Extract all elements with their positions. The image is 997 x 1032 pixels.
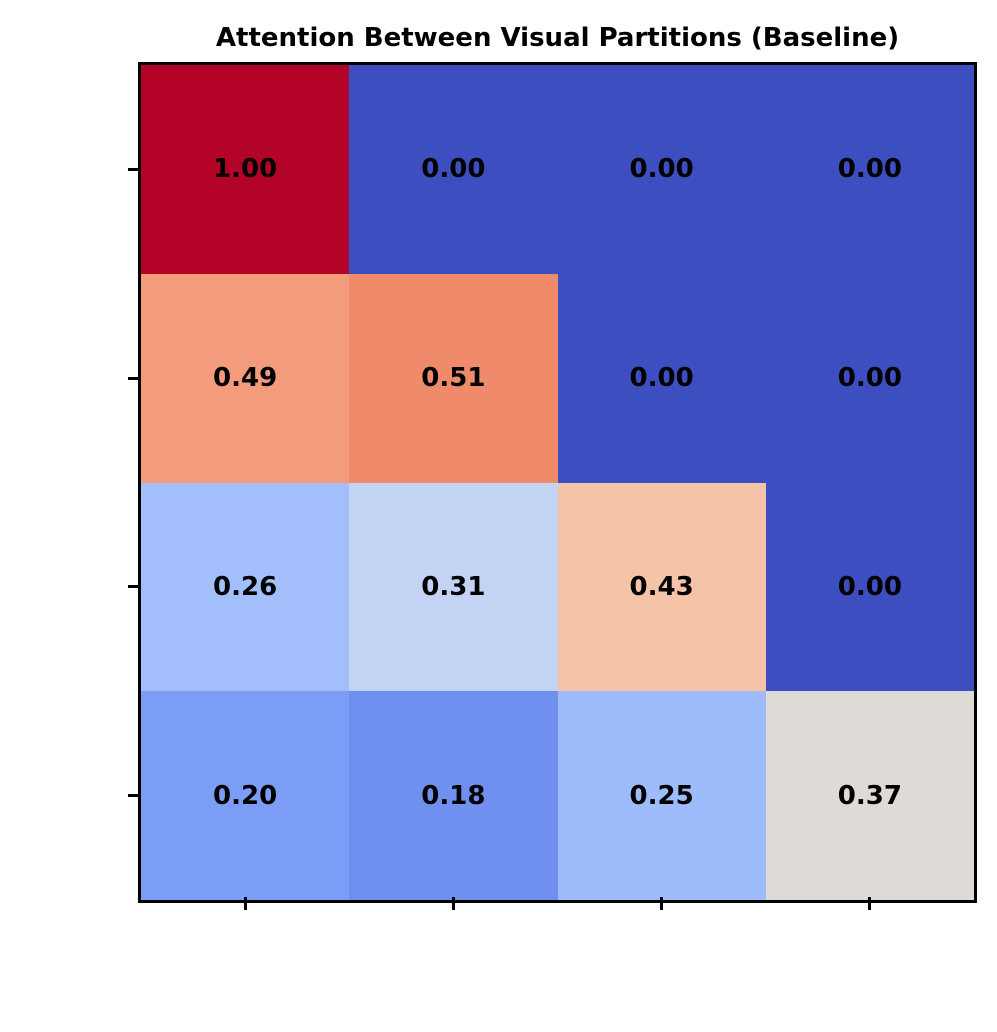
y-axis-tick: [128, 376, 141, 380]
heatmap-cell-r3c0: 0.20: [141, 691, 350, 900]
x-axis-tick: [868, 897, 872, 910]
cell-value-label: 0.00: [629, 154, 694, 185]
cell-value-label: 0.43: [629, 571, 694, 602]
heatmap-cells: 1.00 0.00 0.00 0.00 0.49 0.51 0.00 0.00 0.26 0.31…: [141, 65, 974, 900]
heatmap-cell-r3c1: 0.18: [349, 691, 558, 900]
heatmap-cell-r1c1: 0.51: [349, 273, 558, 483]
cell-value-label: 0.00: [421, 154, 486, 185]
cell-value-label: 0.31: [421, 571, 486, 602]
heatmap-plot-area: 1.00 0.00 0.00 0.00 0.49 0.51 0.00 0.00 0.26 0.31…: [128, 62, 977, 910]
cell-value-label: 0.00: [629, 363, 694, 394]
y-axis-tick: [128, 167, 141, 171]
x-axis-tick: [451, 897, 455, 910]
heatmap-cell-r0c0: 1.00: [141, 65, 350, 274]
cell-value-label: 0.18: [421, 780, 486, 811]
heatmap-cell-r0c3: 0.00: [765, 65, 974, 274]
y-axis-tick: [128, 794, 141, 798]
x-axis-tick: [660, 897, 664, 910]
cell-value-label: 0.00: [837, 571, 902, 602]
heatmap-cell-r2c3: 0.00: [765, 482, 974, 692]
cell-value-label: 0.37: [837, 780, 902, 811]
heatmap-cell-r2c0: 0.26: [141, 482, 350, 692]
cell-value-label: 0.49: [213, 363, 278, 394]
y-axis-tick: [128, 585, 141, 589]
x-axis-tick: [243, 897, 247, 910]
heatmap-cell-r1c2: 0.00: [557, 273, 766, 483]
cell-value-label: 0.51: [421, 363, 486, 394]
heatmap-cell-r0c1: 0.00: [349, 65, 558, 274]
cell-value-label: 0.00: [837, 154, 902, 185]
cell-value-label: 0.26: [213, 571, 278, 602]
cell-value-label: 0.00: [837, 363, 902, 394]
heatmap-cell-r3c3: 0.37: [765, 691, 974, 900]
heatmap-cell-r0c2: 0.00: [557, 65, 766, 274]
heatmap-cell-r3c2: 0.25: [557, 691, 766, 900]
heatmap-cell-r1c0: 0.49: [141, 273, 350, 483]
heatmap-cell-r2c2: 0.43: [557, 482, 766, 692]
heatmap-cell-r1c3: 0.00: [765, 273, 974, 483]
chart-title: Attention Between Visual Partitions (Bas…: [215, 23, 900, 53]
heatmap-cell-r2c1: 0.31: [349, 482, 558, 692]
cell-value-label: 1.00: [213, 154, 278, 185]
cell-value-label: 0.20: [213, 780, 278, 811]
cell-value-label: 0.25: [629, 780, 694, 811]
